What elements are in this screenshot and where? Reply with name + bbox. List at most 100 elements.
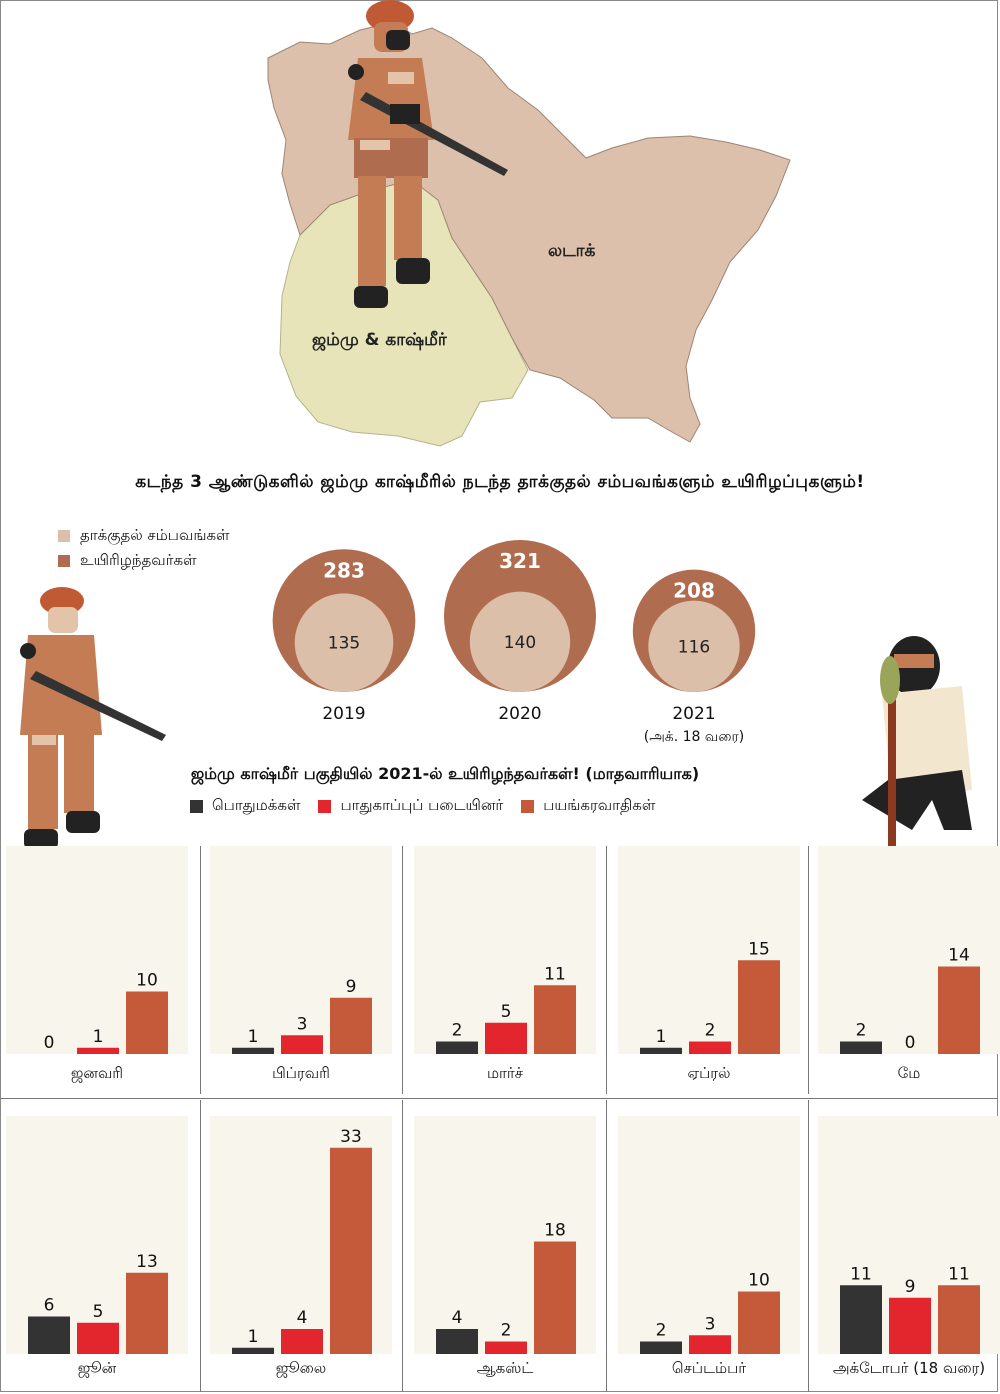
bar-civilians — [640, 1341, 682, 1354]
legend-item-terrorists: பயங்கரவாதிகள் — [521, 796, 655, 816]
bar-value-label: 0 — [44, 1033, 55, 1053]
month-label: ஏப்ரல் — [687, 1064, 731, 1082]
panel-divider — [200, 846, 201, 1094]
year-label-2019: 2019 — [322, 704, 365, 724]
bar-value-label: 33 — [340, 1127, 362, 1147]
map-label-ladakh: லடாக் — [548, 241, 596, 261]
label-incidents-2019: 135 — [328, 634, 360, 654]
bar-value-label: 1 — [248, 1327, 259, 1347]
month-label: செப்டம்பர் — [671, 1359, 747, 1377]
soldier-illustration-left — [20, 587, 166, 849]
bar-value-label: 13 — [136, 1252, 158, 1272]
legend-incidents: தாக்குதல் சம்பவங்கள் — [58, 526, 230, 546]
month-chart-svg: 1 4 33 — [232, 1127, 372, 1354]
panel-divider — [200, 1100, 201, 1392]
panel-divider — [606, 1100, 607, 1392]
month-chart-svg: 1 2 15 — [640, 939, 780, 1054]
legend-swatch-incidents — [58, 530, 70, 542]
bar-value-label: 11 — [948, 1264, 970, 1284]
month-chart-svg: 4 2 18 — [436, 1221, 576, 1354]
month-label: ஜூலை — [275, 1359, 327, 1377]
month-label: மே — [897, 1064, 921, 1082]
militant-illustration — [862, 636, 972, 850]
row-divider — [0, 1098, 998, 1099]
bar-security — [689, 1041, 731, 1054]
legend-label-security: பாதுகாப்புப் படையினர் — [340, 796, 504, 814]
legend-monthly: பொதுமக்கள் பாதுகாப்புப் படையினர் பயங்கரவ… — [190, 796, 673, 816]
bar-terrorists — [738, 960, 780, 1054]
bar-civilians — [840, 1041, 882, 1054]
bar-terrorists — [738, 1291, 780, 1354]
month-chart-svg: 11 9 11 — [840, 1264, 980, 1354]
month-label: அக்டோபர் (18 வரை) — [832, 1359, 986, 1377]
bar-value-label: 9 — [346, 977, 357, 997]
panel-divider — [808, 1100, 809, 1392]
bar-civilians — [436, 1329, 478, 1354]
bar-terrorists — [938, 966, 980, 1054]
bar-terrorists — [126, 991, 168, 1054]
bubble-incidents-2021 — [648, 600, 740, 693]
bar-value-label: 3 — [297, 1014, 308, 1034]
legend-label-civilians: பொதுமக்கள் — [212, 796, 301, 814]
month-label: பிப்ரவரி — [272, 1064, 330, 1082]
bar-value-label: 2 — [452, 1021, 463, 1041]
bar-terrorists — [534, 985, 576, 1054]
legend-label-deaths: உயிரிழந்தவர்கள் — [80, 551, 197, 569]
map-label-jk: ஜம்மு & காஷ்மீர் — [312, 330, 447, 350]
legend-item-civilians: பொதுமக்கள் — [190, 796, 300, 816]
bar-security — [689, 1335, 731, 1354]
bar-value-label: 2 — [705, 1021, 716, 1041]
bar-terrorists — [534, 1241, 576, 1354]
bar-value-label: 1 — [656, 1027, 667, 1047]
bar-value-label: 0 — [905, 1033, 916, 1053]
month-chart-svg: 6 5 13 — [28, 1252, 168, 1354]
bar-security — [77, 1047, 119, 1054]
bubble-incidents-2019 — [294, 593, 394, 692]
bar-security — [281, 1035, 323, 1054]
bar-terrorists — [330, 1147, 372, 1354]
month-chart-svg: 1 3 9 — [232, 977, 372, 1054]
legend-item-security: பாதுகாப்புப் படையினர் — [318, 796, 503, 816]
legend-label-terrorists: பயங்கரவாதிகள் — [543, 796, 656, 814]
bar-value-label: 3 — [705, 1314, 716, 1334]
bar-value-label: 1 — [248, 1027, 259, 1047]
section2-title: ஜம்மு காஷ்மீர் பகுதியில் 2021-ல் உயிரிழந… — [190, 764, 700, 783]
bar-security — [485, 1022, 527, 1054]
bar-civilians — [640, 1047, 682, 1054]
bar-civilians — [28, 1316, 70, 1354]
bar-value-label: 5 — [501, 1002, 512, 1022]
legend-swatch-deaths — [58, 555, 70, 567]
bar-value-label: 11 — [544, 964, 566, 984]
legend-swatch-terrorists — [521, 799, 535, 813]
label-deaths-2019: 283 — [323, 558, 365, 582]
label-deaths-2020: 321 — [499, 549, 541, 573]
month-label: மார்ச் — [486, 1064, 524, 1082]
year-label-2020: 2020 — [498, 704, 541, 724]
legend-swatch-security — [318, 799, 332, 813]
panel-divider — [606, 846, 607, 1094]
year-note-2021: (அக். 18 வரை) — [644, 729, 744, 745]
bar-value-label: 11 — [850, 1264, 872, 1284]
soldier-illustration-top — [348, 0, 508, 308]
bar-value-label: 10 — [748, 1271, 770, 1291]
bar-value-label: 6 — [44, 1296, 55, 1316]
month-chart-svg: 2 3 10 — [640, 1271, 780, 1354]
label-incidents-2020: 140 — [504, 633, 536, 653]
legend-swatch-civilians — [190, 799, 203, 813]
bar-value-label: 5 — [93, 1302, 104, 1322]
bar-terrorists — [938, 1285, 980, 1354]
bar-value-label: 15 — [748, 939, 770, 959]
bar-civilians — [232, 1347, 274, 1354]
bar-security — [889, 1297, 931, 1354]
bubble-chart: 283 135 2019 321 140 2020 208 116 2021 (அக். 18 வ… — [272, 540, 756, 745]
section1-title: கடந்த 3 ஆண்டுகளில் ஜம்மு காஷ்மீரில் நடந்… — [135, 472, 865, 492]
panel-divider — [402, 846, 403, 1094]
bar-civilians — [436, 1041, 478, 1054]
bar-value-label: 2 — [501, 1321, 512, 1341]
legend-deaths: உயிரிழந்தவர்கள் — [58, 551, 197, 571]
panel-divider — [808, 846, 809, 1094]
bar-terrorists — [126, 1272, 168, 1354]
bar-security — [281, 1329, 323, 1354]
bar-value-label: 1 — [93, 1027, 104, 1047]
